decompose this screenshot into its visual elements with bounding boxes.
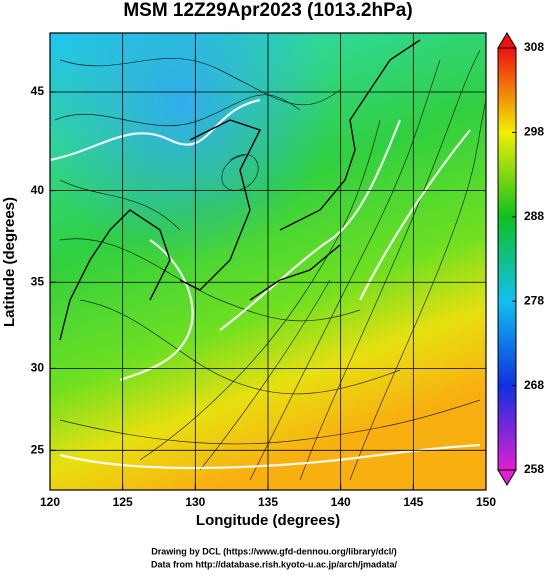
x-tick-label: 130 xyxy=(185,495,205,509)
y-tick-label: 25 xyxy=(31,442,45,456)
colorbar-extend xyxy=(497,469,517,486)
footer-text: Drawing by DCL (https://www.gfd-dennou.o… xyxy=(151,546,397,556)
colorbar-tick-label: 298 xyxy=(524,125,544,139)
colorbar-tick-label: 278 xyxy=(524,293,544,307)
y-tick-label: 45 xyxy=(31,84,45,98)
x-tick-label: 140 xyxy=(331,495,351,509)
x-tick-label: 150 xyxy=(476,495,496,509)
y-tick-label: 35 xyxy=(31,274,45,288)
colorbar-extend xyxy=(497,32,517,49)
colorbar-tick-label: 268 xyxy=(524,378,544,392)
footer-text: Data from http://database.rish.kyoto-u.a… xyxy=(151,559,398,569)
colorbar-tick-label: 258 xyxy=(524,462,544,476)
colorbar xyxy=(497,47,517,471)
x-tick-label: 125 xyxy=(113,495,133,509)
x-tick-label: 120 xyxy=(40,495,60,509)
y-axis-label: Latitude (degrees) xyxy=(1,197,18,327)
y-tick-label: 40 xyxy=(31,183,45,197)
y-tick-label: 30 xyxy=(31,361,45,375)
x-tick-label: 145 xyxy=(403,495,423,509)
x-axis-label: Longitude (degrees) xyxy=(196,512,340,529)
x-tick-label: 135 xyxy=(258,495,278,509)
colorbar-tick-label: 288 xyxy=(524,209,544,223)
colorbar-tick-label: 308 xyxy=(524,40,544,54)
chart-title: MSM 12Z29Apr2023 (1013.2hPa) xyxy=(123,0,412,21)
